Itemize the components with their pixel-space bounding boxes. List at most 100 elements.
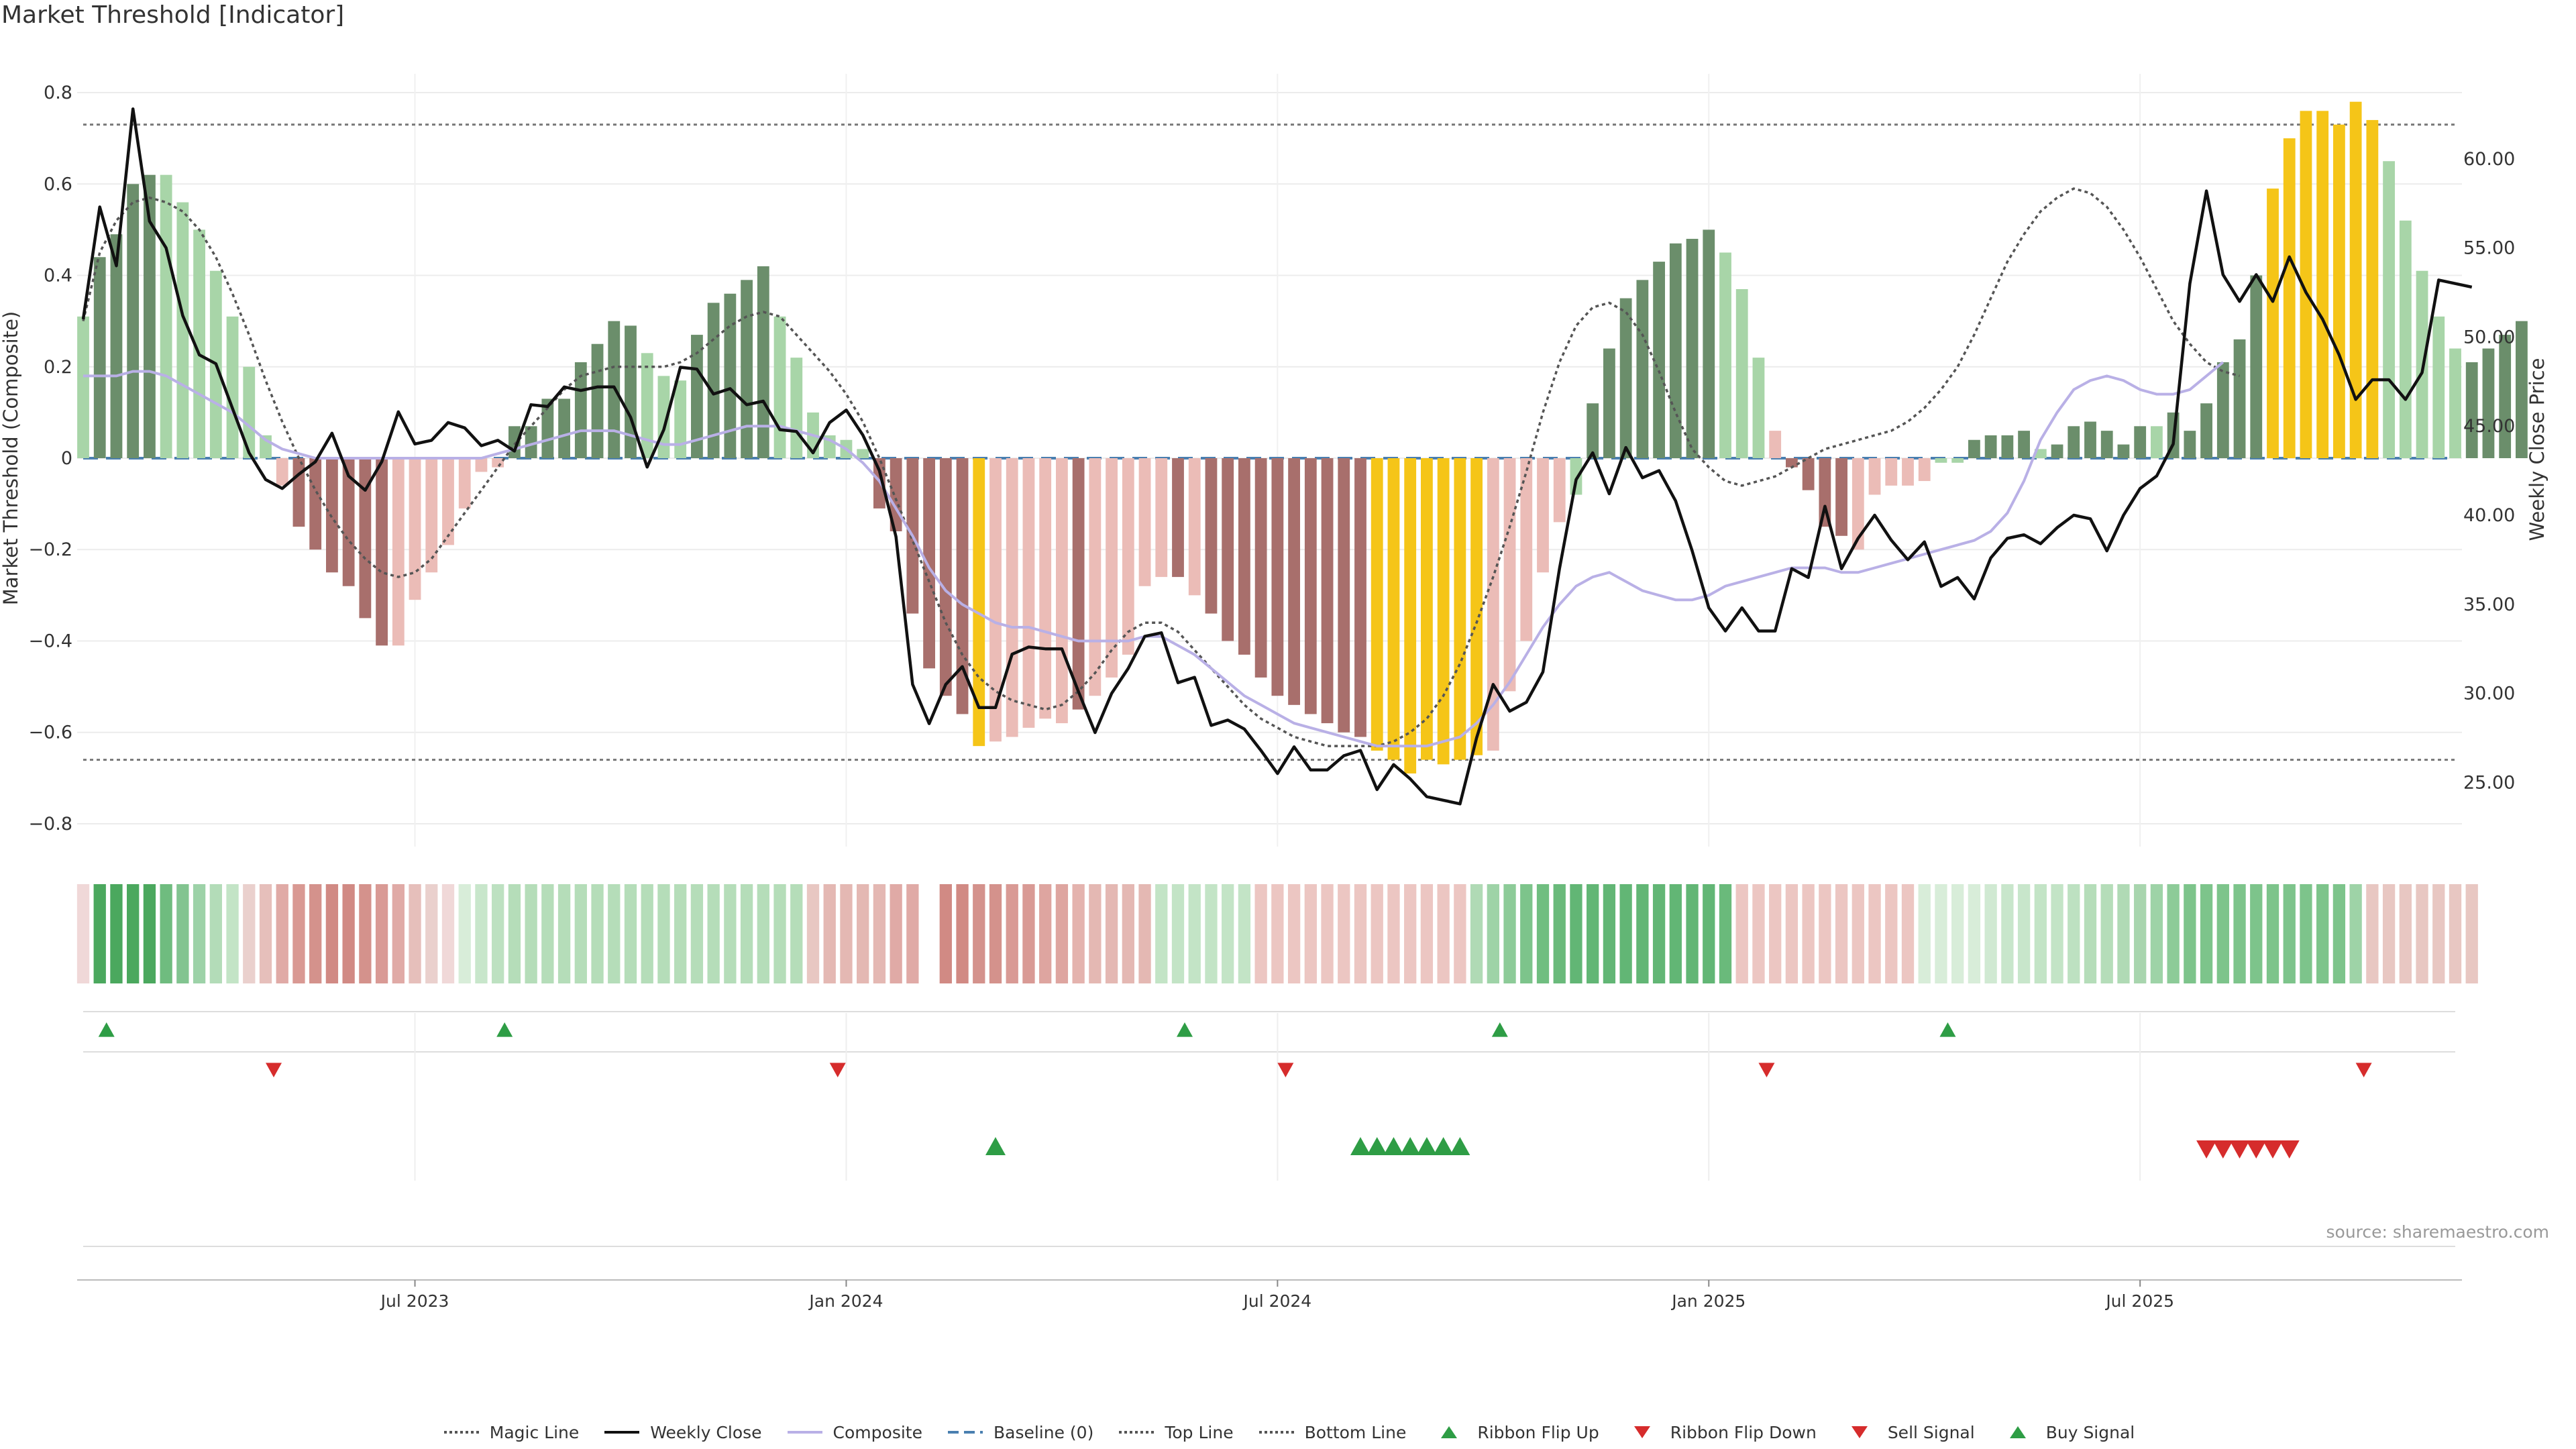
composite-bar [1603,348,1615,458]
legend-item: Ribbon Flip Down [1622,1422,1817,1442]
ribbon-cell [1819,884,1831,983]
composite-bar [741,280,753,458]
ribbon-cell [1570,884,1582,983]
composite-bar [1851,458,1864,550]
ribbon-cell [2184,884,2196,983]
ribbon-cell [1735,884,1748,983]
ribbon-cell [160,884,172,983]
composite-bar [326,458,338,573]
ribbon-cell [2300,884,2312,983]
left-axis: 0.8 0.6 0.4 0.2 0 −0.2 −0.4 −0.6 −0.8 Market Thre… [0,83,72,835]
ribbon-cell [292,884,305,983]
weekly-close-line [81,107,2473,806]
composite-bar [2134,426,2147,458]
dotted-line-icon [443,1431,479,1434]
composite-bar [1885,458,1898,486]
composite-bar [1587,403,1599,458]
composite-bar [1304,458,1317,714]
legend-label: Bottom Line [1304,1422,1407,1442]
left-tick-label: 0.2 [44,357,72,378]
composite-bar [2366,119,2379,458]
legend-label: Buy Signal [2045,1422,2135,1442]
left-tick-label: 0.8 [44,83,72,103]
sell-signal-marker [2263,1140,2283,1159]
left-tick-label: −0.4 [28,631,72,651]
composite-bar [1205,458,1218,614]
composite-bar [923,458,935,669]
ribbon-cell [193,884,206,983]
legend-label: Ribbon Flip Up [1477,1422,1599,1442]
composite-bar [1769,431,1782,458]
ribbon-cell [1636,884,1649,983]
composite-bar [2084,421,2096,458]
composite-bar [2449,348,2461,458]
ribbon-cell [2150,884,2163,983]
composite-bar [724,293,737,458]
composite-bar [2333,124,2345,458]
composite-bar [574,362,587,458]
composite-bar [1951,458,1964,463]
composite-bar [1653,262,1665,458]
triangle-down-icon [1633,1426,1650,1438]
ribbon-cell [492,884,504,983]
composite-bar [2349,101,2362,458]
composite-bar [2516,321,2528,458]
composite-bar [1238,458,1250,655]
x-tick-label: Jul 2023 [380,1291,449,1311]
ribbon-cell [2068,884,2080,983]
ribbon-flip-up-marker [1491,1022,1508,1037]
legend-label: Baseline (0) [993,1422,1094,1442]
composite-bar [1553,458,1566,523]
composite-bar [1122,458,1134,655]
x-tick-label: Jul 2025 [2104,1291,2174,1311]
composite-bar [475,458,488,472]
ribbon-flip-down-marker [1277,1063,1294,1077]
ribbon-cell [740,884,753,983]
ribbon-cell [557,884,571,983]
composite-bars [77,101,2528,774]
composite-bar [1271,458,1284,696]
composite-bar [2465,362,2478,458]
composite-bar [1786,458,1798,468]
legend-item: Sell Signal [1839,1422,1975,1442]
composite-bar [1669,243,1682,458]
ribbon-cell [2349,884,2362,983]
ribbon-cell [1520,884,1533,983]
composite-bar [1371,458,1383,751]
ribbon-cell [325,884,339,983]
legend-label: Composite [833,1422,922,1442]
composite-line [83,361,2224,748]
composite-bar [226,316,239,458]
left-tick-label: 0.4 [44,266,72,286]
composite-bar [492,458,504,468]
composite-bar [1984,435,1997,458]
composite-bar [1039,458,1052,719]
composite-bar [1155,458,1168,578]
ribbon-cell [641,884,653,983]
ribbon-cell [757,884,769,983]
composite-line-group [83,361,2224,748]
triangle-down-icon [1851,1426,1868,1438]
ribbon-flip-down-marker [2355,1063,2372,1077]
dashed-line-icon [947,1431,983,1434]
legend-item: Buy Signal [1998,1422,2135,1442]
buy-signal-marker [1383,1137,1404,1155]
composite-bar [1188,458,1201,596]
composite-bar [2216,362,2229,458]
ribbon-cell [1437,884,1450,983]
ribbon-cell [624,884,637,983]
ribbon-cell [1138,884,1151,983]
ribbon-cell [176,884,189,983]
x-tick-label: Jan 2025 [1670,1291,1746,1311]
composite-bar [2184,431,2196,458]
ribbon-flip-up-marker [1939,1022,1956,1037]
left-tick-label: 0.6 [44,174,72,195]
ribbon-cell [1901,884,1915,983]
composite-bar [1056,458,1068,724]
ribbon-cell [1951,884,1964,983]
ribbon-cell [657,884,670,983]
composite-bar [1719,252,1731,458]
left-axis-label: Market Threshold (Composite) [0,311,22,605]
right-tick-label: 60.00 [2463,149,2515,170]
ribbon-strip [76,884,2478,983]
